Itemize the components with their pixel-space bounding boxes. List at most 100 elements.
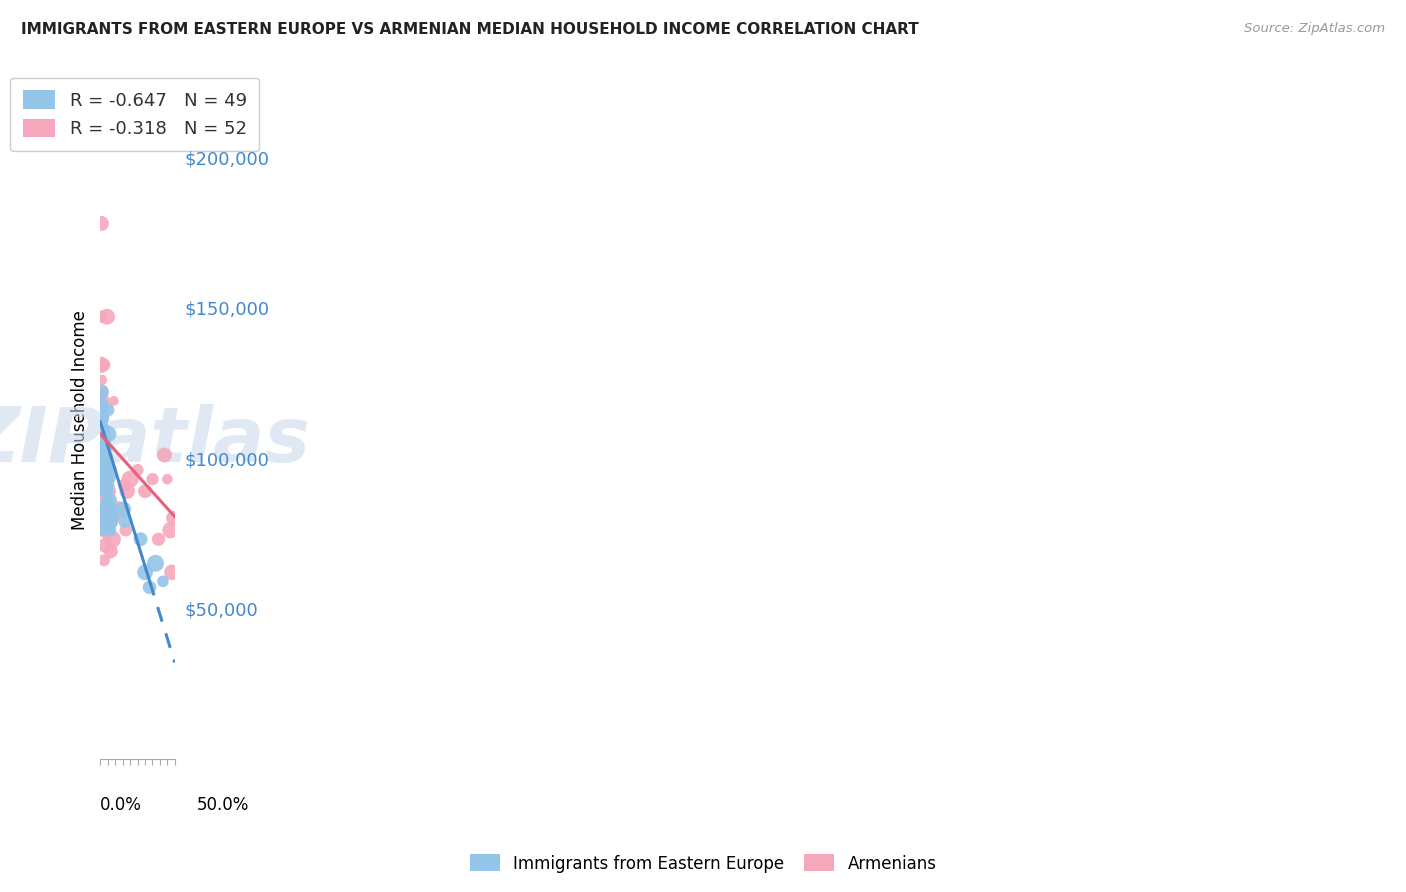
Point xyxy=(91,463,114,477)
Point xyxy=(90,451,112,466)
Point xyxy=(93,472,115,486)
Point xyxy=(100,502,122,516)
Point xyxy=(114,523,136,537)
Point xyxy=(100,544,122,558)
Point xyxy=(96,484,118,499)
Point xyxy=(90,384,112,399)
Legend: R = -0.647   N = 49, R = -0.318   N = 52: R = -0.647 N = 49, R = -0.318 N = 52 xyxy=(10,78,259,151)
Point xyxy=(96,457,118,471)
Point xyxy=(94,472,117,486)
Point xyxy=(89,511,111,525)
Point xyxy=(91,397,114,411)
Point xyxy=(90,403,112,417)
Point xyxy=(91,463,114,477)
Point xyxy=(103,393,125,408)
Point xyxy=(93,472,115,486)
Point xyxy=(91,436,114,450)
Point xyxy=(94,451,117,466)
Point xyxy=(98,514,121,528)
Point xyxy=(152,574,174,589)
Point xyxy=(104,508,127,523)
Point xyxy=(134,566,156,580)
Point xyxy=(148,533,170,547)
Point xyxy=(115,484,138,499)
Point xyxy=(120,472,142,486)
Point xyxy=(127,463,149,477)
Point xyxy=(160,566,183,580)
Point xyxy=(94,484,117,499)
Y-axis label: Median Household Income: Median Household Income xyxy=(72,310,89,531)
Point xyxy=(94,523,117,537)
Point xyxy=(90,427,112,442)
Text: Source: ZipAtlas.com: Source: ZipAtlas.com xyxy=(1244,22,1385,36)
Point xyxy=(90,502,112,516)
Point xyxy=(98,514,121,528)
Point xyxy=(93,478,115,492)
Point xyxy=(159,523,181,537)
Point xyxy=(90,427,112,442)
Text: 50.0%: 50.0% xyxy=(197,796,249,814)
Point xyxy=(138,580,160,594)
Point xyxy=(90,393,112,408)
Point xyxy=(93,358,115,372)
Point xyxy=(156,472,179,486)
Text: IMMIGRANTS FROM EASTERN EUROPE VS ARMENIAN MEDIAN HOUSEHOLD INCOME CORRELATION C: IMMIGRANTS FROM EASTERN EUROPE VS ARMENI… xyxy=(21,22,920,37)
Point xyxy=(90,310,112,324)
Point xyxy=(112,502,135,516)
Point xyxy=(96,310,118,324)
Point xyxy=(90,412,112,426)
Point xyxy=(96,478,118,492)
Point xyxy=(91,478,114,492)
Point xyxy=(91,445,114,459)
Text: 0.0%: 0.0% xyxy=(100,796,142,814)
Point xyxy=(98,502,121,516)
Point xyxy=(91,514,114,528)
Point xyxy=(96,463,118,477)
Point xyxy=(98,493,121,508)
Point xyxy=(134,484,156,499)
Point xyxy=(153,448,176,462)
Point xyxy=(90,466,112,480)
Point xyxy=(98,463,121,477)
Point xyxy=(90,217,112,231)
Point xyxy=(112,478,135,492)
Point xyxy=(91,451,114,466)
Point xyxy=(91,451,114,466)
Point xyxy=(94,514,117,528)
Point xyxy=(90,472,112,486)
Point xyxy=(101,533,124,547)
Point xyxy=(100,514,122,528)
Point xyxy=(91,421,114,435)
Point xyxy=(93,553,115,567)
Point xyxy=(91,460,114,475)
Point xyxy=(107,502,129,516)
Point xyxy=(91,484,114,499)
Point xyxy=(94,463,117,477)
Point xyxy=(114,514,136,528)
Point xyxy=(93,481,115,495)
Point xyxy=(91,433,114,447)
Point xyxy=(91,373,114,387)
Point xyxy=(91,493,114,508)
Point xyxy=(91,502,114,516)
Point xyxy=(97,403,120,417)
Point xyxy=(90,436,112,450)
Text: ZIPatlas: ZIPatlas xyxy=(0,404,311,478)
Point xyxy=(98,523,121,537)
Point xyxy=(93,442,115,456)
Point xyxy=(96,496,118,510)
Point xyxy=(93,502,115,516)
Point xyxy=(90,421,112,435)
Point xyxy=(91,409,114,423)
Point xyxy=(97,427,120,442)
Point xyxy=(94,523,117,537)
Point xyxy=(91,427,114,442)
Point xyxy=(89,384,111,399)
Point xyxy=(141,472,163,486)
Point xyxy=(91,430,114,444)
Point xyxy=(162,511,184,525)
Point xyxy=(93,457,115,471)
Point xyxy=(90,358,112,372)
Point xyxy=(90,478,112,492)
Point xyxy=(94,538,117,552)
